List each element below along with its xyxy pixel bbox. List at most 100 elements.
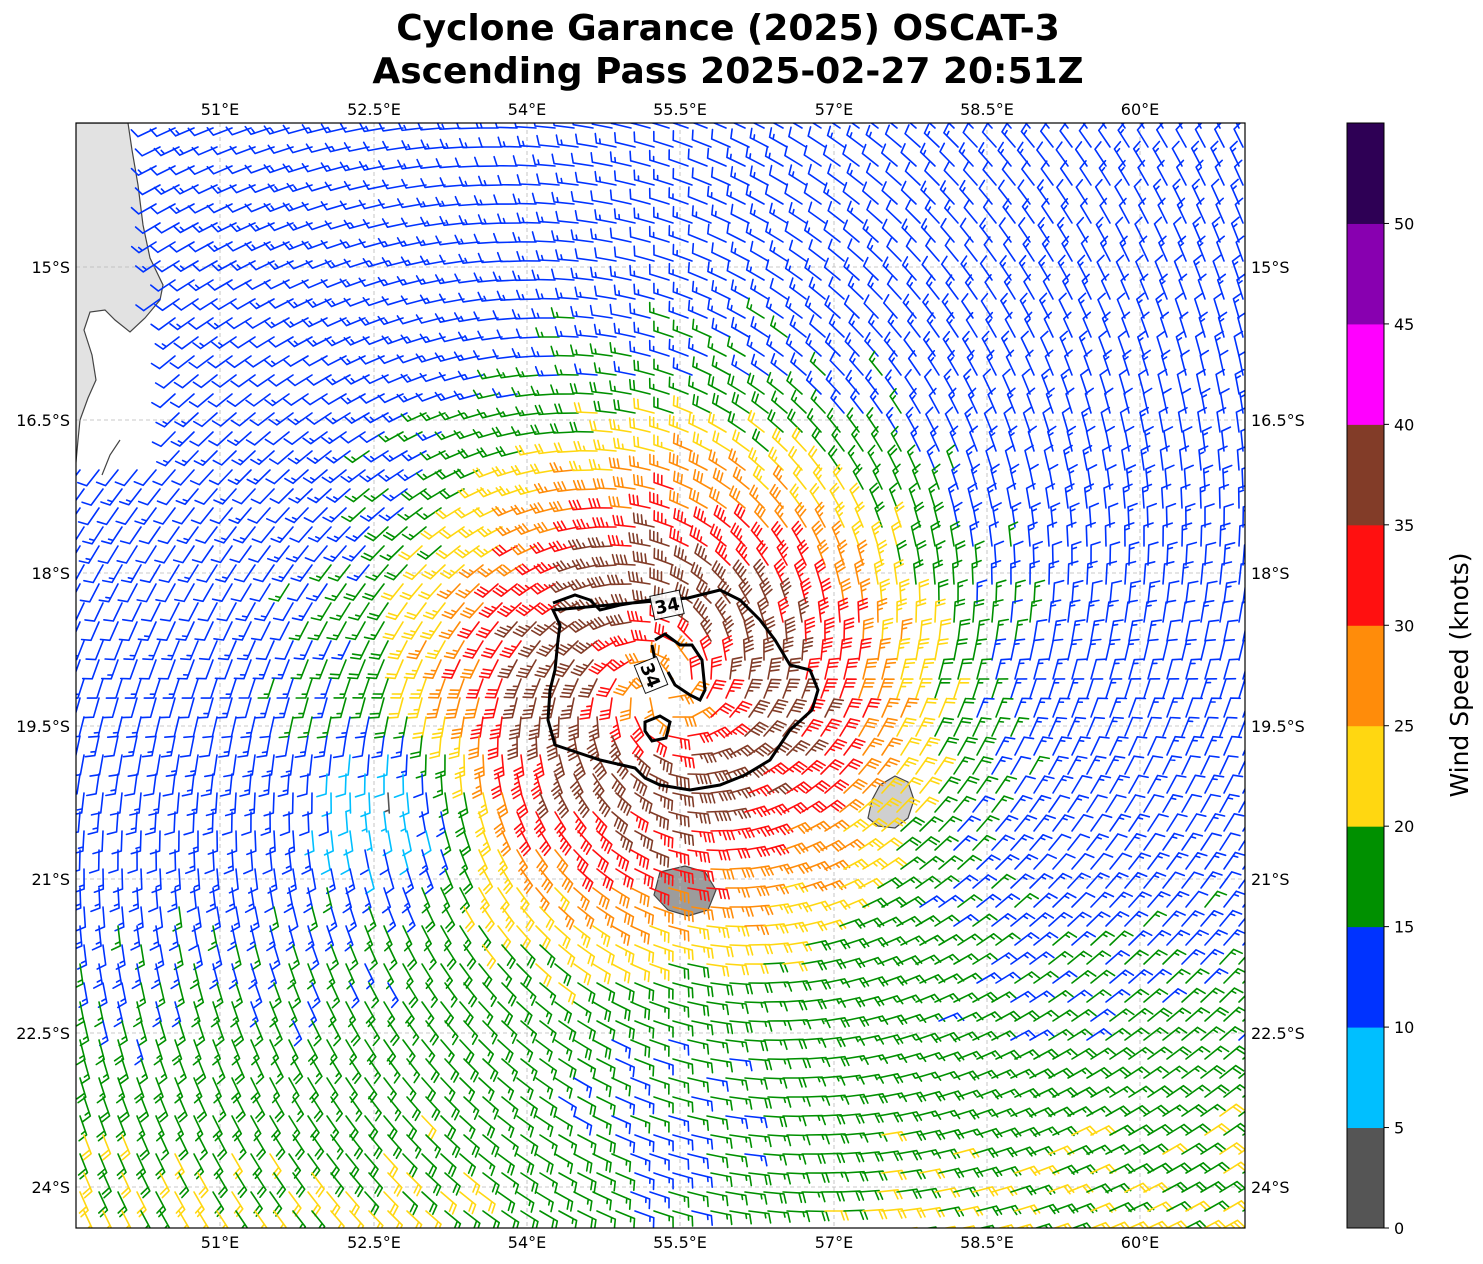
- wind-barb: [1162, 716, 1181, 737]
- wind-barb: [307, 963, 316, 990]
- wind-barb: [660, 654, 674, 680]
- wind-barb: [725, 1115, 749, 1130]
- wind-barb: [692, 598, 708, 623]
- wind-barb: [444, 697, 461, 719]
- wind-barb: [207, 317, 233, 330]
- wind-barb: [328, 659, 347, 680]
- contour-label-1: 34: [653, 594, 682, 620]
- wind-barb: [535, 1001, 553, 1025]
- wind-barb: [76, 659, 81, 674]
- wind-barb: [611, 1153, 632, 1173]
- wind-barb: [1067, 599, 1081, 623]
- wind-barb: [668, 338, 689, 357]
- wind-barb: [1223, 1122, 1245, 1136]
- colorbar-bin: [1347, 424, 1384, 526]
- wind-barb: [307, 1191, 322, 1217]
- wind-barb: [206, 127, 233, 136]
- wind-barb: [983, 236, 997, 262]
- wind-barb: [1166, 1123, 1193, 1136]
- wind-barb: [782, 1115, 807, 1127]
- wind-barb: [771, 521, 784, 547]
- wind-barb: [440, 1039, 455, 1065]
- wind-barb: [782, 1153, 807, 1165]
- wind-barb: [930, 520, 941, 547]
- wind-barb: [227, 431, 252, 446]
- wind-barb: [501, 944, 516, 970]
- wind-barb: [1143, 1182, 1170, 1193]
- wind-barb: [444, 1210, 462, 1228]
- wind-barb: [1014, 618, 1029, 642]
- wind-barb: [1124, 871, 1148, 889]
- wind-barb: [76, 963, 84, 989]
- wind-barb: [691, 1210, 713, 1226]
- wind-barb: [877, 877, 904, 889]
- wind-barb: [1200, 1142, 1227, 1155]
- wind-barb: [881, 1169, 907, 1181]
- wind-barb: [769, 277, 788, 300]
- wind-barb: [379, 849, 390, 876]
- wind-barb: [400, 217, 427, 228]
- wind-barb: [1200, 716, 1219, 737]
- wind-barb: [630, 963, 651, 983]
- wind-barb: [473, 311, 499, 322]
- wind-barb: [1147, 697, 1166, 718]
- wind-barb: [881, 218, 898, 243]
- wind-barb: [383, 1153, 399, 1178]
- colorbar-tick-label: 20: [1394, 817, 1414, 836]
- wind-barb: [224, 792, 237, 817]
- wind-barb: [1180, 349, 1190, 376]
- wind-barb: [744, 1077, 768, 1090]
- wind-barb: [671, 123, 689, 129]
- wind-barb: [248, 336, 275, 349]
- wind-barb: [687, 1001, 710, 1017]
- wind-barb: [939, 142, 955, 167]
- wind-barb: [842, 181, 860, 205]
- wind-barb: [748, 742, 774, 757]
- wind-barb: [896, 598, 907, 623]
- wind-barb: [744, 1115, 768, 1129]
- wind-barb: [900, 737, 922, 756]
- wind-barb: [613, 208, 636, 224]
- wind-barb: [143, 773, 157, 797]
- wind-barb: [497, 136, 522, 148]
- wind-barb: [155, 1191, 167, 1218]
- wind-barb: [906, 444, 917, 471]
- wind-barb: [900, 1013, 927, 1023]
- wind-barb: [748, 1058, 773, 1071]
- colorbar-tick-label: 10: [1394, 1018, 1414, 1037]
- wind-barb: [757, 596, 769, 623]
- wind-barb: [489, 716, 503, 740]
- wind-barb: [511, 348, 537, 359]
- wind-barb: [763, 1039, 788, 1051]
- wind-barb: [1128, 1046, 1154, 1060]
- wind-barb: [97, 545, 119, 564]
- wind-barb: [832, 463, 845, 490]
- wind-barb: [399, 583, 423, 601]
- wind-barb: [1258, 756, 1276, 774]
- wind-barb: [1051, 541, 1063, 566]
- wind-barb: [1185, 619, 1201, 642]
- wind-barb: [613, 284, 636, 300]
- wind-barb: [95, 469, 119, 487]
- wind-barb: [1204, 1123, 1230, 1136]
- wind-barb: [862, 256, 879, 281]
- wind-barb: [710, 789, 736, 802]
- wind-barb: [613, 246, 636, 262]
- wind-barb: [420, 178, 446, 189]
- wind-barb: [783, 1230, 805, 1241]
- wind-barb: [344, 925, 354, 952]
- wind-barb: [1223, 542, 1236, 566]
- wind-barb: [301, 317, 328, 328]
- wind-barb: [458, 215, 484, 226]
- lat-tick-label-right: 24°S: [1251, 1178, 1290, 1197]
- wind-barb: [1262, 968, 1284, 983]
- wind-barb: [555, 134, 579, 148]
- wind-barb: [406, 944, 418, 971]
- wind-barb: [1181, 1065, 1207, 1079]
- wind-barb: [730, 166, 750, 186]
- wind-barb: [102, 1210, 113, 1228]
- wind-barb: [1262, 504, 1272, 527]
- wind-barb: [707, 223, 727, 243]
- wind-barb: [691, 1134, 714, 1150]
- wind-barb: [76, 925, 83, 950]
